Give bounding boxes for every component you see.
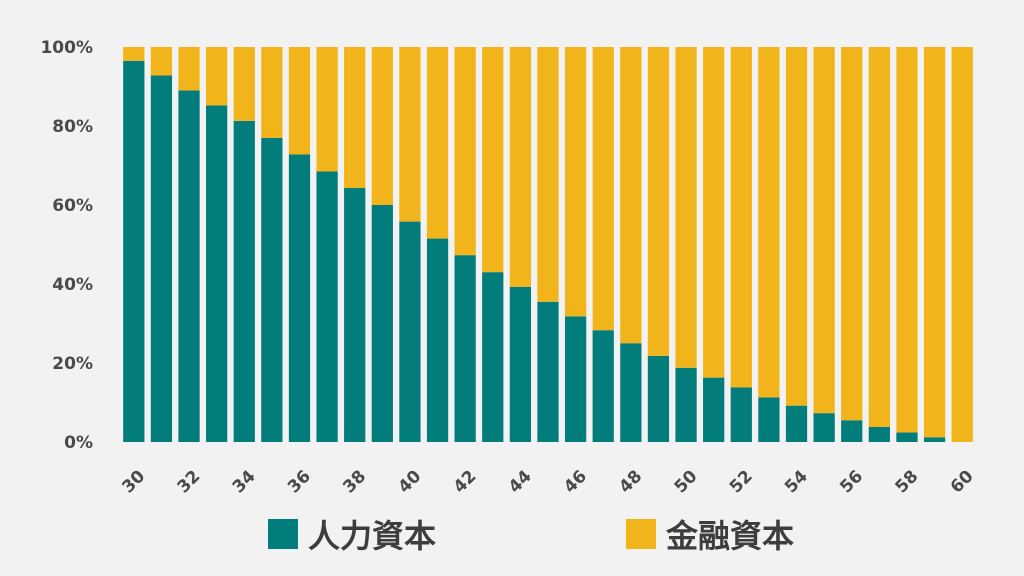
bar-human-capital [841,420,863,442]
bar-financial-capital [564,47,587,317]
bar-financial-capital [261,47,283,138]
bar-financial-capital [951,47,973,442]
bar-financial-capital [123,47,145,61]
bar-human-capital [785,405,808,442]
bar-financial-capital [813,47,835,414]
legend-label-human-capital: 人力資本 [308,517,436,555]
bar-human-capital [896,432,918,442]
bar-financial-capital [233,47,255,121]
bar-financial-capital [178,47,200,91]
bar-human-capital [703,377,725,442]
bar-human-capital [371,205,393,442]
bar-human-capital [344,188,366,442]
bar-financial-capital [316,47,338,172]
x-tick-label: 54 [781,466,812,497]
bar-human-capital [261,137,283,442]
bar-human-capital [675,367,697,442]
bar-financial-capital [923,47,946,438]
bar-financial-capital [703,47,725,378]
bar-human-capital [178,90,200,442]
bar-human-capital [647,355,670,442]
x-tick-label: 30 [118,466,149,497]
x-tick-label: 32 [174,467,205,498]
legend-label-financial-capital: 金融資本 [665,517,794,555]
x-tick-label: 56 [836,467,867,498]
bar-human-capital [537,301,559,442]
y-axis: 0% 20% 40% 60% 80% 100% [40,38,93,453]
x-axis: 30 32 34 36 38 40 42 44 46 48 50 52 54 56 58 60 [118,466,977,497]
bar-financial-capital [454,47,476,256]
bar-human-capital [758,397,780,442]
bar-financial-capital [620,47,642,344]
bar-financial-capital [399,47,421,222]
bar-human-capital [123,60,145,442]
y-tick-label: 100% [40,38,93,58]
y-tick-label: 0% [64,433,93,453]
bars [123,47,973,443]
bar-human-capital [813,413,835,442]
bar-human-capital [923,437,946,442]
bar-financial-capital [730,47,752,388]
bar-financial-capital [509,47,532,287]
bar-human-capital [150,75,173,442]
legend: 人力資本 金融資本 [268,517,794,555]
bar-financial-capital [758,47,780,398]
bar-human-capital [730,387,752,442]
x-tick-label: 52 [726,467,757,498]
bar-financial-capital [537,47,559,302]
bar-human-capital [454,255,476,442]
bar-financial-capital [592,47,614,331]
x-tick-label: 60 [947,466,978,497]
bar-financial-capital [896,47,918,433]
bar-human-capital [620,343,642,442]
x-tick-label: 34 [229,466,260,497]
bar-human-capital [206,105,228,443]
y-tick-label: 80% [52,117,93,137]
bar-financial-capital [150,47,173,76]
bar-financial-capital [675,47,697,368]
y-tick-label: 40% [52,275,93,295]
legend-swatch-human-capital [268,519,298,549]
x-tick-label: 40 [394,466,425,497]
x-tick-label: 38 [339,467,370,498]
bar-financial-capital [482,47,504,273]
bar-financial-capital [288,47,311,155]
bar-financial-capital [344,47,366,189]
bar-human-capital [509,286,532,442]
x-tick-label: 46 [560,467,591,498]
bar-human-capital [316,171,338,443]
bar-financial-capital [868,47,890,427]
x-tick-label: 58 [892,467,923,498]
y-tick-label: 20% [52,354,93,374]
x-tick-label: 48 [615,467,646,498]
bar-financial-capital [371,47,393,205]
bar-financial-capital [841,47,863,421]
bar-human-capital [482,272,504,442]
bar-human-capital [564,316,587,442]
bar-human-capital [399,221,421,442]
bar-human-capital [592,330,614,442]
bar-human-capital [288,154,311,442]
x-tick-label: 44 [505,466,536,497]
x-tick-label: 50 [671,466,702,497]
bar-financial-capital [785,47,808,406]
bar-human-capital [426,238,449,442]
x-tick-label: 42 [450,467,481,498]
x-tick-label: 36 [284,467,315,498]
bar-human-capital [233,120,255,443]
y-tick-label: 60% [52,196,93,216]
bar-financial-capital [647,47,670,356]
legend-swatch-financial-capital [626,519,656,549]
bar-financial-capital [426,47,449,239]
bar-human-capital [868,426,890,442]
bar-financial-capital [206,47,228,106]
